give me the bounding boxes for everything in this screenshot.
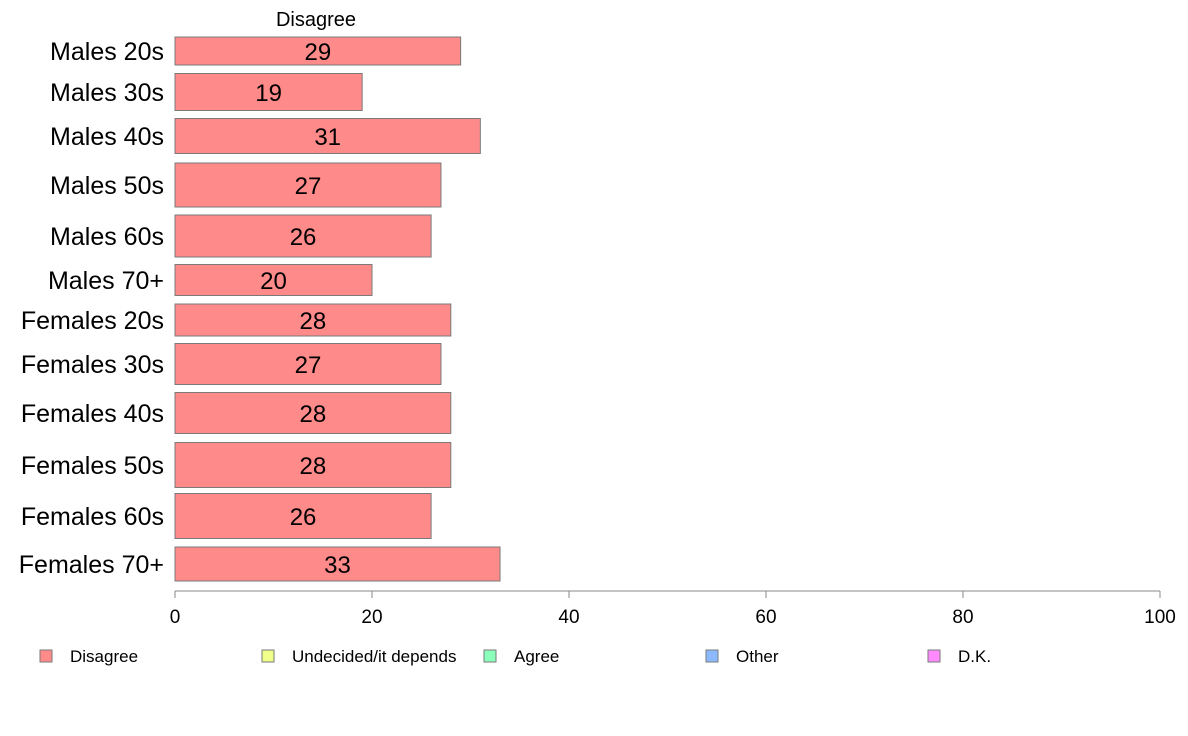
legend-label: Undecided/it depends — [292, 647, 456, 666]
bar-males-50s — [174, 162, 442, 208]
category-label: Females 40s — [21, 400, 164, 428]
bar-males-60s — [174, 214, 432, 258]
value-label: 31 — [314, 124, 341, 151]
bar-males-20s — [174, 36, 462, 66]
x-tick-label: 0 — [170, 607, 181, 628]
x-tick-label: 40 — [558, 607, 579, 628]
x-tick-label: 60 — [755, 607, 776, 628]
legend-label: Disagree — [70, 647, 138, 666]
legend: Disagree Undecided/it depends Agree Other D.… — [39, 647, 991, 666]
category-label: Females 30s — [21, 351, 164, 379]
legend-label: Agree — [514, 647, 559, 666]
x-tick-label: 20 — [361, 607, 382, 628]
value-label: 29 — [304, 39, 331, 66]
value-label: 28 — [300, 401, 327, 428]
x-tick-label: 80 — [952, 607, 973, 628]
bar-females-40s — [174, 392, 452, 434]
value-label: 19 — [255, 80, 282, 107]
bar-females-70- — [174, 546, 501, 582]
value-label: 26 — [290, 504, 317, 531]
legend-label: Other — [736, 647, 779, 666]
category-label: Females 70+ — [19, 551, 164, 579]
legend-swatch — [927, 649, 941, 663]
column-header: Disagree — [276, 9, 356, 31]
value-label: 27 — [295, 173, 322, 200]
legend-swatch — [483, 649, 497, 663]
legend-swatch — [705, 649, 719, 663]
category-label: Males 30s — [50, 79, 164, 107]
bar-females-20s — [174, 303, 452, 337]
bar-males-40s — [174, 118, 481, 154]
category-label: Males 20s — [50, 38, 164, 66]
value-label: 28 — [300, 453, 327, 480]
value-label: 26 — [290, 224, 317, 251]
category-label: Males 70+ — [48, 267, 164, 295]
value-label: 33 — [324, 552, 351, 579]
category-label: Females 20s — [21, 307, 164, 335]
bar-females-30s — [174, 343, 442, 385]
bars-layer: Males 20s 29 Males 30s 19 Males 40s 31 Males 5… — [19, 36, 501, 582]
value-label: 27 — [295, 352, 322, 379]
bar-females-60s — [174, 493, 432, 539]
legend-swatch — [261, 649, 275, 663]
x-axis: 0 20 40 60 80 100 — [170, 590, 1176, 628]
category-label: Females 50s — [21, 452, 164, 480]
value-label: 28 — [300, 308, 327, 335]
category-label: Males 50s — [50, 172, 164, 200]
category-label: Females 60s — [21, 503, 164, 531]
x-tick-label: 100 — [1144, 607, 1176, 628]
category-label: Males 40s — [50, 123, 164, 151]
category-label: Males 60s — [50, 223, 164, 251]
legend-swatch — [39, 649, 53, 663]
bar-males-30s — [174, 73, 363, 111]
legend-label: D.K. — [958, 647, 991, 666]
value-label: 20 — [260, 268, 287, 295]
bar-males-70- — [174, 264, 373, 296]
bar-females-50s — [174, 442, 452, 488]
